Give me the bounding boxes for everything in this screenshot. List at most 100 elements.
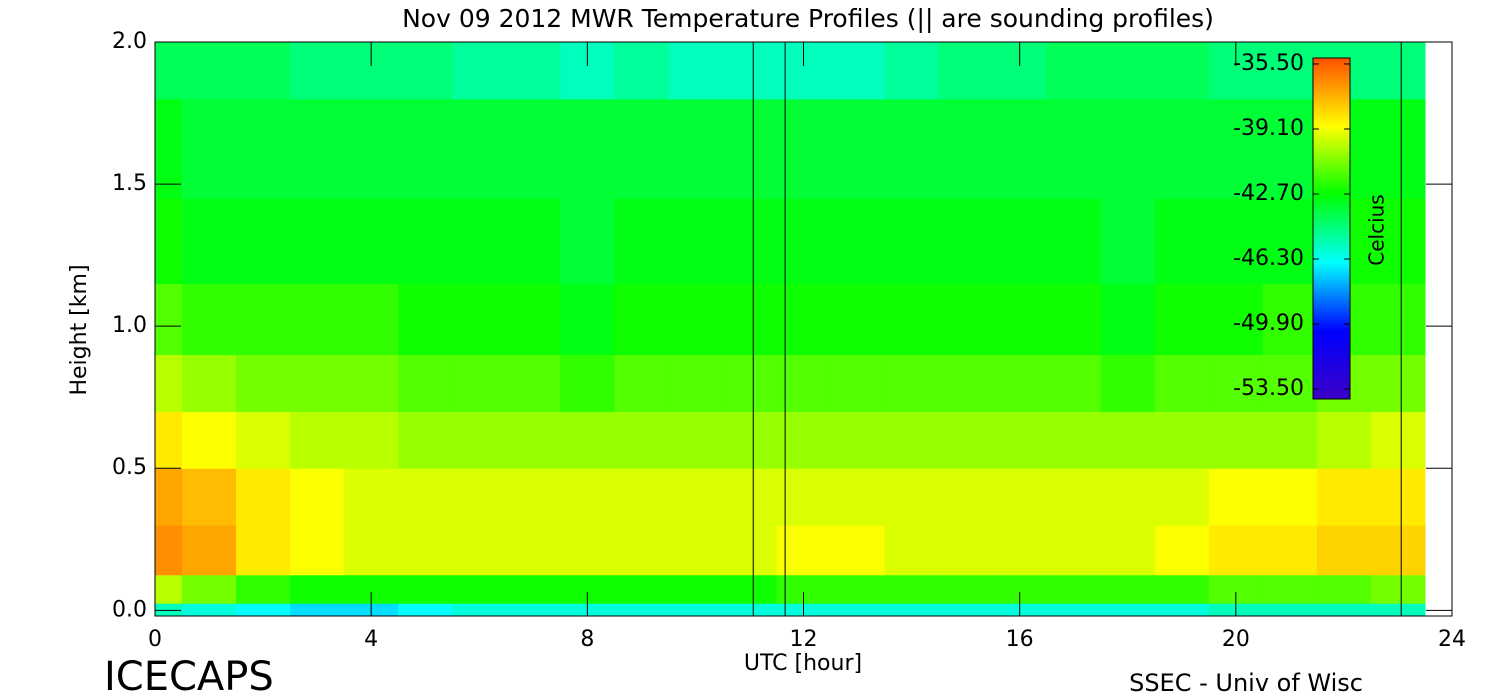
heat-cell: [992, 198, 1048, 285]
heat-cell: [1370, 525, 1426, 576]
heat-cell: [155, 411, 183, 469]
heat-cell: [506, 354, 561, 412]
heat-cell: [614, 468, 669, 526]
heat-cell: [668, 603, 723, 616]
heat-cell: [884, 468, 940, 526]
heat-cell: [344, 283, 399, 356]
y-tick-label: 1.5: [112, 171, 147, 196]
heat-cell: [236, 42, 291, 100]
heat-cell: [1046, 603, 1102, 616]
heat-cell: [560, 354, 615, 412]
heat-cell: [1208, 198, 1264, 285]
heat-cell: [155, 198, 183, 285]
colorbar-tick-label: -42.70: [1233, 181, 1304, 206]
heat-cell: [722, 198, 777, 285]
heat-cell: [830, 283, 886, 356]
heat-cell: [614, 198, 669, 285]
heat-cell: [668, 198, 723, 285]
heat-cell: [560, 468, 615, 526]
heat-cell: [290, 98, 345, 199]
y-tick-label: 1.0: [112, 313, 147, 338]
overlay: [752, 42, 1402, 616]
heat-cell: [1100, 468, 1156, 526]
heat-cell: [452, 198, 507, 285]
heat-cell: [452, 525, 507, 576]
heat-cell: [1154, 283, 1210, 356]
heat-cell: [236, 525, 291, 576]
heat-cell: [398, 411, 453, 469]
colorbar-tick-label: -39.10: [1233, 116, 1304, 141]
heat-cell: [290, 574, 345, 604]
heat-cell: [1100, 525, 1156, 576]
heat-cell: [614, 354, 669, 412]
heat-cell: [182, 603, 237, 616]
y-tick-label: 2.0: [112, 29, 147, 54]
heat-cell: [1154, 198, 1210, 285]
heat-cell: [290, 42, 345, 100]
heat-cell: [290, 603, 345, 616]
heat-cell: [344, 525, 399, 576]
heat-cell: [398, 98, 453, 199]
heat-cell: [722, 525, 777, 576]
heat-cell: [1370, 468, 1426, 526]
heat-cell: [1154, 411, 1210, 469]
heat-cell: [938, 42, 994, 100]
heat-cell: [1046, 574, 1102, 604]
heat-cell: [506, 411, 561, 469]
heat-cell: [506, 468, 561, 526]
y-tick-label: 0.0: [112, 597, 147, 622]
colorbar-tick-label: -35.50: [1233, 51, 1304, 76]
heat-cell: [1046, 42, 1102, 100]
heat-cell: [1208, 525, 1264, 576]
heat-cell: [344, 468, 399, 526]
heat-cell: [884, 98, 940, 199]
heat-cell: [398, 354, 453, 412]
heat-cell: [1100, 283, 1156, 356]
heat-cell: [614, 525, 669, 576]
heat-cell: [938, 574, 994, 604]
heatmap: [155, 42, 1426, 616]
x-tick-label: 12: [790, 627, 818, 652]
heat-cell: [236, 411, 291, 469]
heat-cell: [992, 283, 1048, 356]
heat-cell: [182, 98, 237, 199]
heat-cell: [1262, 603, 1318, 616]
heat-cell: [236, 198, 291, 285]
heat-cell: [722, 603, 777, 616]
heat-cell: [155, 98, 183, 199]
heat-cell: [290, 525, 345, 576]
heat-cell: [1046, 198, 1102, 285]
heat-cell: [1208, 354, 1264, 412]
colorbar-label: Celcius: [1365, 194, 1389, 265]
heat-cell: [1370, 603, 1426, 616]
heat-cell: [1262, 525, 1318, 576]
heat-cell: [1154, 354, 1210, 412]
heat-cell: [1262, 198, 1318, 285]
heat-cell: [1100, 98, 1156, 199]
x-tick-label: 16: [1006, 627, 1034, 652]
heat-cell: [722, 574, 777, 604]
heat-cell: [452, 603, 507, 616]
x-tick-label: 8: [580, 627, 594, 652]
colorbar: [1312, 57, 1351, 400]
heat-cell: [614, 283, 669, 356]
heat-cell: [398, 468, 453, 526]
heat-cell: [1100, 411, 1156, 469]
colorbar-tick-label: -49.90: [1233, 311, 1304, 336]
heat-cell: [1100, 354, 1156, 412]
heat-cell: [1370, 98, 1426, 199]
heat-cell: [506, 574, 561, 604]
chart-title: Nov 09 2012 MWR Temperature Profiles (||…: [402, 4, 1214, 33]
heat-cell: [1316, 603, 1372, 616]
heat-cell: [1100, 42, 1156, 100]
heat-cell: [1154, 468, 1210, 526]
heat-cell: [560, 525, 615, 576]
heat-cell: [722, 411, 777, 469]
heat-cell: [398, 574, 453, 604]
heat-cell: [398, 42, 453, 100]
heat-cell: [992, 98, 1048, 199]
heat-cell: [614, 603, 669, 616]
heat-cell: [938, 603, 994, 616]
heat-cell: [884, 525, 940, 576]
